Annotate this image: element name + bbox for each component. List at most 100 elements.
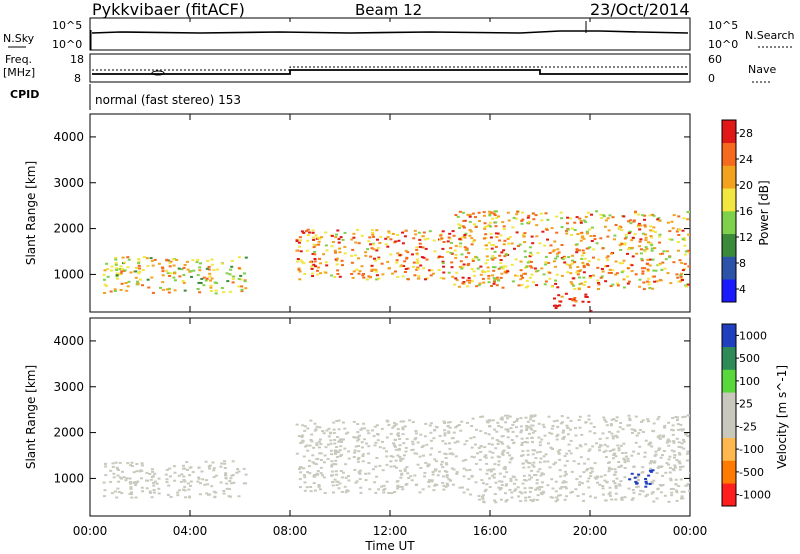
heatmap-cell bbox=[604, 420, 608, 423]
heatmap-cell bbox=[652, 214, 656, 217]
heatmap-cell bbox=[530, 476, 534, 479]
heatmap-cell bbox=[353, 436, 357, 439]
heatmap-cell bbox=[490, 443, 494, 446]
heatmap-cell bbox=[130, 493, 133, 496]
nave-label: Nave bbox=[748, 63, 776, 76]
heatmap-cell bbox=[663, 424, 667, 427]
heatmap-cell bbox=[308, 231, 312, 234]
heatmap-cell bbox=[619, 249, 623, 251]
heatmap-cell bbox=[481, 269, 485, 272]
heatmap-cell bbox=[599, 475, 603, 478]
heatmap-cell bbox=[523, 487, 527, 490]
heatmap-cell bbox=[582, 271, 586, 274]
heatmap-cell bbox=[188, 466, 192, 469]
heatmap-cell bbox=[376, 439, 380, 442]
heatmap-cell bbox=[603, 474, 607, 477]
heatmap-cell bbox=[649, 235, 653, 237]
heatmap-cell bbox=[563, 455, 567, 458]
heatmap-cell bbox=[525, 279, 529, 282]
heatmap-cell bbox=[578, 444, 582, 447]
heatmap-cell bbox=[672, 214, 676, 217]
heatmap-cell bbox=[647, 283, 651, 286]
heatmap-cell bbox=[319, 443, 323, 445]
heatmap-cell bbox=[350, 254, 354, 257]
heatmap-cell bbox=[316, 273, 320, 276]
heatmap-cell bbox=[680, 442, 684, 445]
heatmap-cell bbox=[573, 288, 577, 290]
heatmap-cell bbox=[422, 256, 426, 259]
heatmap-cell bbox=[456, 440, 460, 443]
heatmap-cell bbox=[439, 234, 443, 237]
heatmap-cell bbox=[123, 269, 127, 272]
heatmap-cell bbox=[116, 474, 120, 477]
heatmap-cell bbox=[152, 489, 156, 491]
heatmap-cell bbox=[489, 236, 493, 239]
heatmap-cell bbox=[477, 284, 481, 287]
heatmap-cell bbox=[614, 485, 618, 488]
heatmap-cell bbox=[339, 470, 343, 472]
heatmap-cell bbox=[465, 247, 469, 250]
heatmap-cell bbox=[354, 241, 358, 244]
heatmap-cell bbox=[620, 242, 624, 245]
heatmap-cell bbox=[220, 262, 224, 265]
heatmap-cell bbox=[468, 469, 472, 471]
heatmap-cell bbox=[119, 272, 123, 275]
heatmap-cell bbox=[309, 486, 313, 488]
heatmap-cell bbox=[494, 245, 498, 248]
heatmap-cell bbox=[443, 434, 447, 437]
heatmap-cell bbox=[102, 273, 106, 276]
heatmap-cell bbox=[481, 277, 485, 280]
heatmap-cell bbox=[429, 453, 433, 456]
heatmap-cell bbox=[647, 420, 650, 423]
heatmap-cell bbox=[630, 498, 634, 501]
heatmap-cell bbox=[555, 419, 559, 422]
heatmap-cell bbox=[587, 449, 591, 452]
heatmap-cell bbox=[314, 428, 318, 431]
heatmap-cell bbox=[623, 242, 627, 245]
heatmap-cell bbox=[362, 422, 366, 425]
heatmap-cell bbox=[227, 495, 231, 498]
heatmap-cell bbox=[449, 247, 453, 250]
heatmap-cell bbox=[301, 434, 305, 437]
heatmap-cell bbox=[557, 452, 561, 455]
heatmap-cell bbox=[340, 440, 343, 443]
heatmap-cell bbox=[457, 223, 461, 226]
heatmap-cell bbox=[550, 478, 554, 481]
heatmap-cell bbox=[391, 455, 395, 458]
heatmap-cell bbox=[554, 490, 558, 493]
heatmap-cell bbox=[168, 261, 172, 264]
heatmap-cell bbox=[421, 246, 425, 249]
heatmap-cell bbox=[587, 486, 591, 489]
heatmap-cell bbox=[435, 426, 439, 429]
heatmap-cell bbox=[387, 423, 391, 426]
heatmap-cell bbox=[617, 226, 621, 229]
heatmap-cell bbox=[322, 461, 326, 464]
heatmap-cell bbox=[125, 477, 129, 480]
heatmap-cell bbox=[140, 486, 144, 489]
heatmap-cell bbox=[229, 482, 233, 485]
heatmap-cell bbox=[506, 237, 510, 240]
heatmap-cell bbox=[647, 241, 650, 244]
heatmap-cell bbox=[548, 277, 552, 280]
heatmap-cell bbox=[332, 428, 336, 431]
heatmap-cell bbox=[589, 310, 593, 312]
heatmap-cell bbox=[486, 270, 490, 273]
heatmap-cell bbox=[610, 252, 613, 255]
heatmap-cell bbox=[317, 484, 321, 486]
heatmap-cell bbox=[565, 222, 569, 225]
heatmap-cell bbox=[682, 438, 685, 441]
heatmap-cell bbox=[506, 445, 510, 448]
heatmap-cell bbox=[225, 482, 229, 485]
heatmap-cell bbox=[532, 415, 536, 418]
heatmap-cell bbox=[611, 435, 615, 438]
heatmap-cell bbox=[126, 256, 130, 259]
heatmap-cell bbox=[680, 429, 684, 432]
heatmap-cell bbox=[375, 270, 378, 273]
heatmap-cell bbox=[372, 243, 375, 246]
heatmap-cell bbox=[640, 420, 643, 423]
heatmap-cell bbox=[374, 465, 378, 468]
heatmap-cell bbox=[386, 236, 390, 239]
heatmap-cell bbox=[465, 421, 469, 424]
y-tick-label: 3000 bbox=[53, 380, 84, 394]
heatmap-cell bbox=[382, 484, 386, 487]
